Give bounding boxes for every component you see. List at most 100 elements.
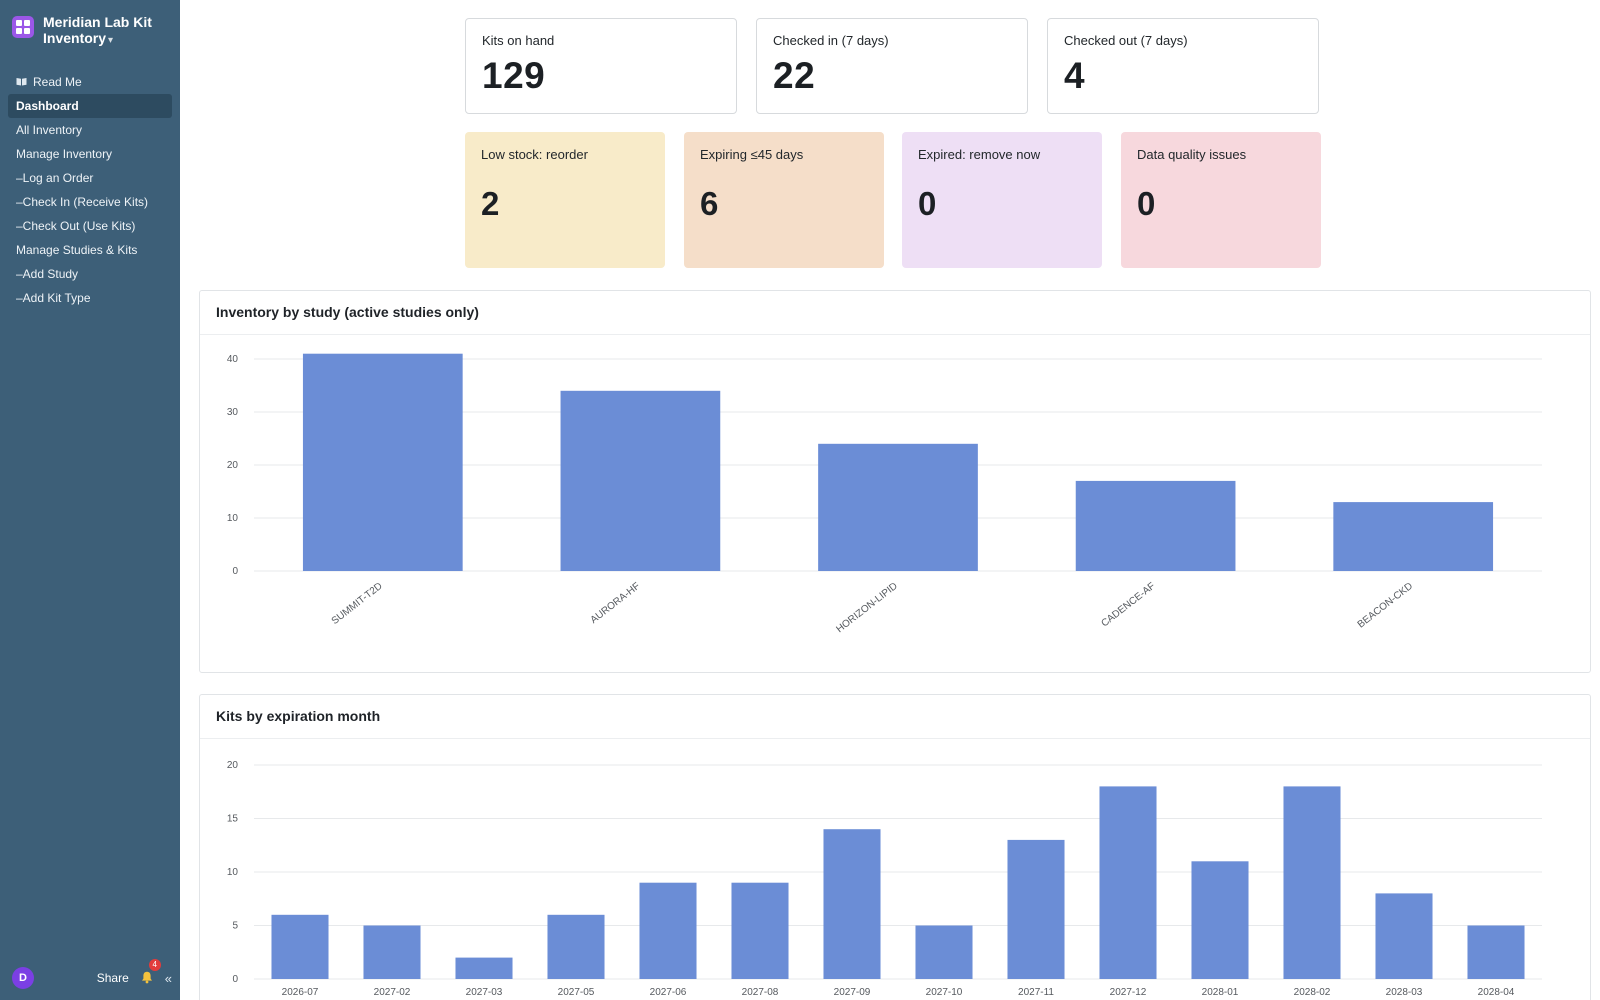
share-button[interactable]: Share xyxy=(96,971,129,985)
sidebar-item-label: Manage Inventory xyxy=(16,147,113,161)
alert-value: 0 xyxy=(1137,185,1156,222)
caret-down-icon[interactable]: ▾ xyxy=(108,35,114,46)
bar-2028-01[interactable] xyxy=(1191,861,1249,979)
chart-title: Inventory by study (active studies only) xyxy=(200,291,1590,335)
alert-value: 6 xyxy=(700,185,719,222)
collapse-sidebar-icon[interactable]: « xyxy=(164,970,172,986)
kpi-card-checked-out: Checked out (7 days) 4 xyxy=(1047,18,1319,114)
bar-2027-12[interactable] xyxy=(1099,786,1157,979)
alert-label: Expiring ≤45 days xyxy=(700,147,804,162)
x-tick-label: 2028-02 xyxy=(1294,987,1331,998)
sidebar-item-label: Manage Studies & Kits xyxy=(16,243,138,257)
bar-2028-03[interactable] xyxy=(1375,893,1433,979)
bar-2028-04[interactable] xyxy=(1467,925,1525,980)
x-tick-label: HORIZON-LIPID xyxy=(834,581,899,636)
x-tick-label: CADENCE-AF xyxy=(1099,581,1157,630)
sidebar-item-label: –Check In (Receive Kits) xyxy=(16,195,149,209)
alert-value: 0 xyxy=(918,185,937,222)
sidebar-item-add-kit-type[interactable]: –Add Kit Type xyxy=(8,286,172,310)
x-tick-label: 2027-12 xyxy=(1110,987,1147,998)
y-tick-label: 0 xyxy=(232,974,238,985)
x-tick-label: AURORA-HF xyxy=(589,581,643,626)
sidebar-item-label: –Add Kit Type xyxy=(16,291,91,305)
bar-2028-02[interactable] xyxy=(1283,786,1341,979)
bar-2027-10[interactable] xyxy=(915,925,973,980)
app-header[interactable]: Meridian Lab Kit Inventory ▾ xyxy=(12,14,176,49)
x-tick-label: 2027-09 xyxy=(834,987,871,998)
alert-card-low-stock[interactable]: Low stock: reorder 2 xyxy=(465,132,665,268)
kpi-card-checked-in: Checked in (7 days) 22 xyxy=(756,18,1028,114)
kpi-value: 129 xyxy=(482,55,546,96)
y-tick-label: 30 xyxy=(227,407,239,418)
x-tick-label: SUMMIT-T2D xyxy=(330,581,385,627)
bar-cadence-af[interactable] xyxy=(1075,480,1236,571)
x-tick-label: BEACON-CKD xyxy=(1356,581,1415,631)
alert-card-expired[interactable]: Expired: remove now 0 xyxy=(902,132,1102,268)
avatar[interactable]: D xyxy=(12,967,34,989)
app-title-text: Meridian Lab Kit Inventory xyxy=(43,14,152,46)
y-tick-label: 10 xyxy=(227,867,239,878)
bar-2027-03[interactable] xyxy=(455,957,513,979)
sidebar-item-read-me[interactable]: Read Me xyxy=(8,70,172,94)
x-tick-label: 2027-11 xyxy=(1018,987,1054,998)
sidebar-item-all-inventory[interactable]: All Inventory xyxy=(8,118,172,142)
alert-card-expiring[interactable]: Expiring ≤45 days 6 xyxy=(684,132,884,268)
bar-2027-06[interactable] xyxy=(639,882,697,979)
y-tick-label: 20 xyxy=(227,460,239,471)
y-tick-label: 40 xyxy=(227,354,239,365)
sidebar-footer: D Share 4 « xyxy=(12,959,172,990)
bar-2027-05[interactable] xyxy=(547,914,605,979)
bar-2027-11[interactable] xyxy=(1007,839,1065,979)
app-grid-icon xyxy=(12,16,34,38)
sidebar-item-label: Dashboard xyxy=(16,99,79,113)
sidebar: Meridian Lab Kit Inventory ▾ Read Me Dash… xyxy=(0,0,180,1000)
kpi-label: Checked out (7 days) xyxy=(1064,33,1188,48)
sidebar-item-add-study[interactable]: –Add Study xyxy=(8,262,172,286)
alert-value: 2 xyxy=(481,185,500,222)
y-tick-label: 15 xyxy=(227,814,239,825)
x-tick-label: 2028-04 xyxy=(1478,987,1515,998)
sidebar-item-label: All Inventory xyxy=(16,123,83,137)
bar-2027-08[interactable] xyxy=(731,882,789,979)
sidebar-item-log-order[interactable]: –Log an Order xyxy=(8,166,172,190)
x-tick-label: 2027-02 xyxy=(374,987,411,998)
kpi-label: Checked in (7 days) xyxy=(773,33,889,48)
kits-by-expiration-panel: Kits by expiration month 0 5 10 15 20 2026-07… xyxy=(199,694,1591,1000)
y-tick-label: 20 xyxy=(227,760,239,771)
x-tick-label: 2027-05 xyxy=(558,987,595,998)
sidebar-item-label: –Check Out (Use Kits) xyxy=(16,219,136,233)
x-tick-label: 2026-07 xyxy=(282,987,319,998)
inventory-by-study-chart: 0 10 20 30 40 SUMMIT-T2D AURORA-HF HORIZON-LIPI… xyxy=(227,353,1542,636)
alert-label: Expired: remove now xyxy=(918,147,1041,162)
sidebar-item-manage-inventory[interactable]: Manage Inventory xyxy=(8,142,172,166)
sidebar-item-manage-studies[interactable]: Manage Studies & Kits xyxy=(8,238,172,262)
bar-2027-02[interactable] xyxy=(363,925,421,980)
x-tick-label: 2027-08 xyxy=(742,987,779,998)
sidebar-item-check-out[interactable]: –Check Out (Use Kits) xyxy=(8,214,172,238)
bar-horizon-lipid[interactable] xyxy=(818,443,978,571)
x-tick-label: 2027-06 xyxy=(650,987,687,998)
sidebar-item-check-in[interactable]: –Check In (Receive Kits) xyxy=(8,190,172,214)
alert-label: Low stock: reorder xyxy=(481,147,588,162)
x-tick-label: 2028-03 xyxy=(1386,987,1423,998)
chart-title: Kits by expiration month xyxy=(200,695,1590,739)
alert-card-data-quality[interactable]: Data quality issues 0 xyxy=(1121,132,1321,268)
app-title: Meridian Lab Kit Inventory ▾ xyxy=(43,14,176,49)
sidebar-item-dashboard[interactable]: Dashboard xyxy=(8,94,172,118)
y-tick-label: 10 xyxy=(227,513,239,524)
sidebar-item-label: –Log an Order xyxy=(16,171,94,185)
book-icon xyxy=(16,78,27,86)
sidebar-item-label: –Add Study xyxy=(16,267,79,281)
sidebar-item-label: Read Me xyxy=(33,75,82,89)
y-tick-label: 5 xyxy=(232,921,238,932)
bar-2027-09[interactable] xyxy=(823,829,881,979)
bar-beacon-ckd[interactable] xyxy=(1333,502,1494,571)
kpi-card-kits-on-hand: Kits on hand 129 xyxy=(465,18,737,114)
x-tick-label: 2028-01 xyxy=(1202,987,1239,998)
bar-aurora-hf[interactable] xyxy=(560,390,721,571)
notifications-button[interactable]: 4 xyxy=(141,959,161,985)
kpi-value: 22 xyxy=(773,55,816,96)
bar-2026-07[interactable] xyxy=(271,914,329,979)
kpi-label: Kits on hand xyxy=(482,33,555,48)
bar-summit-t2d[interactable] xyxy=(302,353,463,571)
